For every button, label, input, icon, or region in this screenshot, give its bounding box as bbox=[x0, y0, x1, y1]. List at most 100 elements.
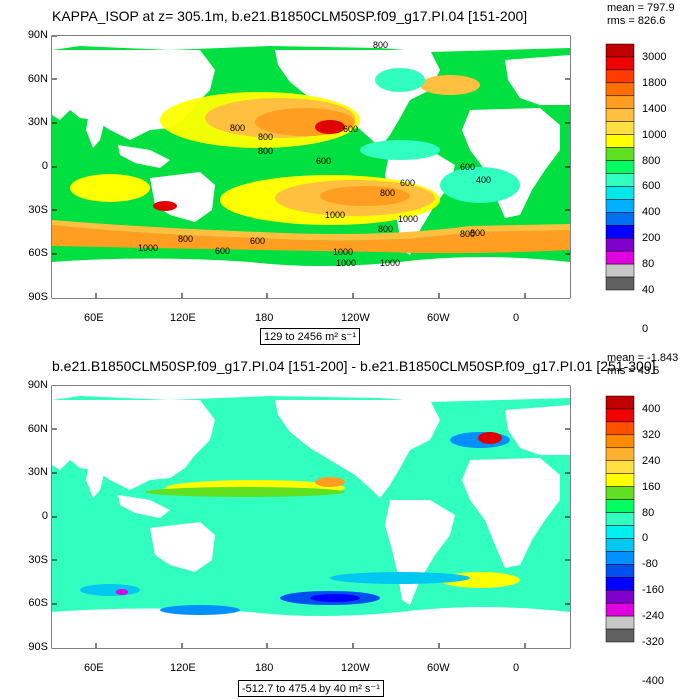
lat-label: 60S bbox=[28, 247, 48, 260]
colorbar-swatch bbox=[605, 447, 635, 461]
colorbar-label: 80 bbox=[642, 258, 655, 271]
contour-label: 800 bbox=[230, 123, 246, 133]
n-atlantic-anomaly bbox=[478, 432, 502, 444]
colorbar-swatch bbox=[605, 250, 635, 265]
colorbar-swatch bbox=[605, 147, 635, 161]
colorbar-label: 320 bbox=[642, 428, 661, 441]
colorbar-swatch bbox=[605, 263, 635, 278]
lat-label: 60N bbox=[27, 72, 48, 85]
colorbar-label: 400 bbox=[642, 206, 661, 219]
panel-2-range: -512.7 to 475.4 by 40 m² s⁻¹ bbox=[238, 680, 384, 697]
lon-label: 120W bbox=[341, 662, 370, 674]
colorbar-label: 40 bbox=[642, 284, 655, 296]
lon-label: 120E bbox=[170, 312, 196, 324]
lat-label: 30S bbox=[28, 203, 48, 216]
panel-2-rms: rms = 43.5 bbox=[607, 365, 660, 377]
contour-label: 800 bbox=[378, 224, 394, 234]
lon-label: 60E bbox=[84, 312, 104, 324]
contour-label: 800 bbox=[380, 188, 396, 198]
colorbar-swatch bbox=[605, 589, 635, 604]
colorbar-label: 3000 bbox=[642, 50, 667, 63]
lat-label: 60N bbox=[27, 422, 48, 435]
lat-label: 60S bbox=[28, 597, 48, 610]
colorbar-label: -160 bbox=[642, 584, 665, 597]
colorbar-swatch bbox=[605, 499, 635, 513]
colorbar-swatch bbox=[605, 276, 635, 291]
panel-1-rms: rms = 826.6 bbox=[607, 15, 666, 27]
colorbar-swatch bbox=[605, 225, 635, 239]
colorbar-label: 1400 bbox=[642, 102, 667, 115]
colorbar-label: 800 bbox=[642, 154, 661, 167]
contour-label: 600 bbox=[460, 162, 476, 172]
colorbar-swatch bbox=[605, 121, 635, 135]
colorbar-label: 80 bbox=[642, 506, 655, 519]
lon-label: 180 bbox=[255, 312, 274, 324]
colorbar-2 bbox=[605, 395, 635, 643]
axis-ticks-1 bbox=[52, 35, 570, 298]
contour-label: 1000 bbox=[333, 247, 354, 257]
contour-label: 1000 bbox=[325, 210, 346, 220]
colorbar-swatch bbox=[605, 602, 635, 617]
lat-label: 0 bbox=[41, 160, 48, 172]
colorbar-swatch bbox=[605, 173, 635, 187]
lat-label: 90N bbox=[27, 29, 48, 41]
contour-label: 600 bbox=[215, 246, 231, 256]
contour-label: 800 bbox=[470, 228, 486, 238]
contour-label: 1000 bbox=[398, 214, 419, 224]
contour-label: 600 bbox=[400, 178, 416, 188]
lon-label: 60W bbox=[427, 312, 450, 324]
colorbar-label: 600 bbox=[642, 180, 661, 193]
lat-label: 30S bbox=[28, 553, 48, 566]
colorbar-swatch bbox=[605, 434, 635, 449]
africa-land bbox=[462, 108, 560, 218]
lon-label: 180 bbox=[255, 662, 274, 674]
colorbar-label: -80 bbox=[642, 558, 658, 571]
colorbar-swatch bbox=[605, 525, 635, 539]
colorbar-label: 1000 bbox=[642, 128, 667, 141]
contour-label: 800 bbox=[178, 234, 194, 244]
lat-label: 0 bbox=[41, 510, 48, 522]
colorbar-swatch bbox=[605, 615, 635, 630]
lon-label: 0 bbox=[513, 312, 520, 324]
colorbar-swatch bbox=[605, 395, 635, 410]
contour-label: 800 bbox=[258, 146, 274, 156]
southern-ocean-band bbox=[52, 225, 570, 254]
lon-label: 120W bbox=[341, 312, 370, 324]
colorbar-swatch bbox=[605, 473, 635, 487]
europe-land bbox=[505, 55, 570, 105]
colorbar-label: 400 bbox=[642, 402, 661, 415]
panel-2-title: b.e21.B1850CLM50SP.f09_g17.PI.04 [151-20… bbox=[52, 358, 656, 374]
panel-2-mean: mean = -1.843 bbox=[607, 352, 679, 364]
contour-label: 400 bbox=[476, 175, 492, 185]
panel-1-range: 129 to 2456 m² s⁻¹ bbox=[260, 328, 361, 345]
contour-label: 600 bbox=[250, 236, 266, 246]
colorbar-swatch bbox=[605, 95, 635, 109]
colorbar-label: 0 bbox=[642, 322, 649, 335]
colorbar-swatch bbox=[605, 628, 635, 643]
colorbar-swatch bbox=[605, 199, 635, 213]
colorbar-swatch bbox=[605, 134, 635, 148]
contour-label: 800 bbox=[460, 229, 476, 239]
colorbar-swatch bbox=[605, 108, 635, 122]
contour-label: 600 bbox=[316, 156, 332, 166]
colorbar-label: -320 bbox=[642, 636, 665, 648]
colorbar-swatch bbox=[605, 577, 635, 591]
lat-label: 30N bbox=[27, 466, 48, 479]
lon-label: 60W bbox=[427, 662, 450, 674]
contour-label: 1000 bbox=[336, 258, 357, 268]
colorbar-label: 0 bbox=[642, 532, 649, 545]
axis-ticks-2 bbox=[52, 428, 570, 648]
colorbar-label: -400 bbox=[642, 674, 665, 687]
colorbar-swatch bbox=[605, 421, 635, 436]
colorbar-swatch bbox=[605, 408, 635, 423]
lon-label: 60E bbox=[84, 662, 104, 674]
map-panel-2 bbox=[51, 385, 571, 649]
colorbar-label: -240 bbox=[642, 610, 665, 623]
colorbar-swatch bbox=[605, 212, 635, 226]
contour-label: 1000 bbox=[380, 258, 401, 268]
lat-label: 30N bbox=[27, 116, 48, 129]
colorbar-swatch bbox=[605, 486, 635, 500]
colorbar-swatch bbox=[605, 538, 635, 552]
colorbar-label: 1800 bbox=[642, 76, 667, 89]
